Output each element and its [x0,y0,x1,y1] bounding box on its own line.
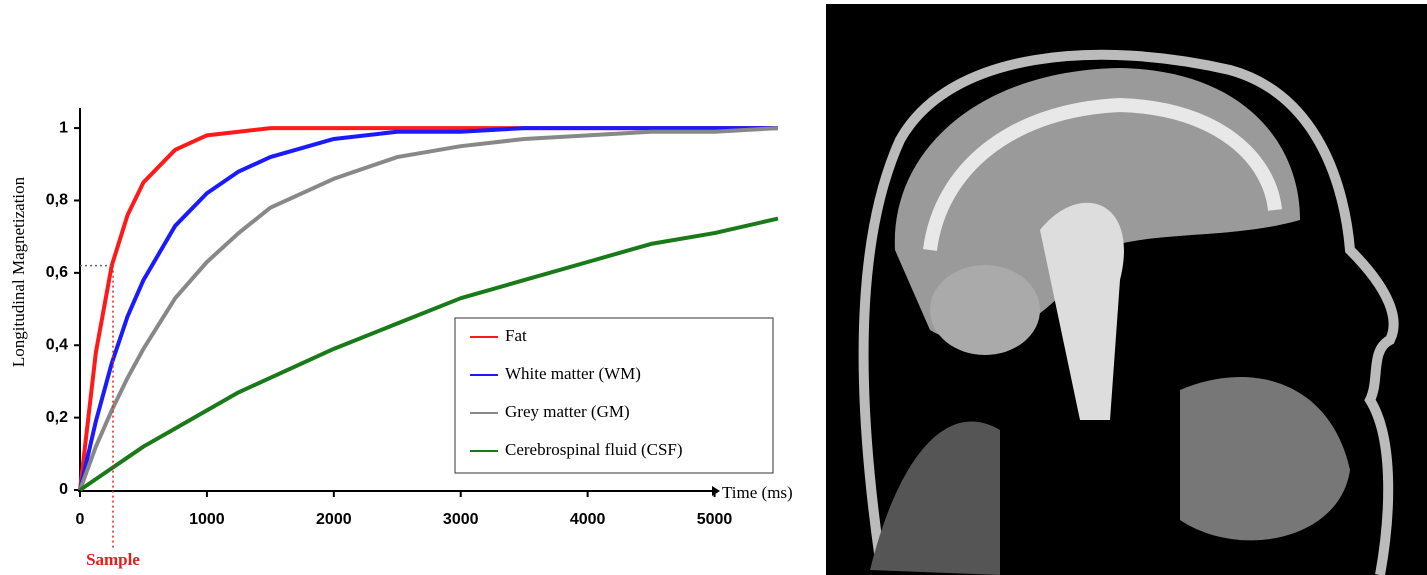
x-tick-label: 1000 [189,511,225,528]
x-tick-label: 3000 [443,511,479,528]
y-tick-label: 0,6 [46,264,68,281]
x-tick-label: 5000 [697,511,733,528]
x-tick-label: 4000 [570,511,606,528]
x-tick-label: 2000 [316,511,352,528]
figure: Longitudinal Magnetization Time (ms) 0 0,… [0,0,1427,575]
sample-label: Sample [86,550,140,569]
y-tick-label: 0,2 [46,409,68,426]
legend-label: Cerebrospinal fluid (CSF) [505,440,683,459]
y-axis-label: Longitudinal Magnetization [9,176,28,367]
x-axis-label: Time (ms) [722,483,793,502]
y-tick-label: 0,8 [46,192,68,209]
y-tick-label: 1 [59,119,68,136]
legend-label: White matter (WM) [505,364,641,383]
y-tick-label: 0,4 [46,336,68,353]
x-axis-arrow [712,486,720,496]
legend-label: Fat [505,326,527,345]
legend-label: Grey matter (GM) [505,402,630,421]
y-tick-label: 0 [59,481,68,498]
x-tick-label: 0 [76,511,85,528]
